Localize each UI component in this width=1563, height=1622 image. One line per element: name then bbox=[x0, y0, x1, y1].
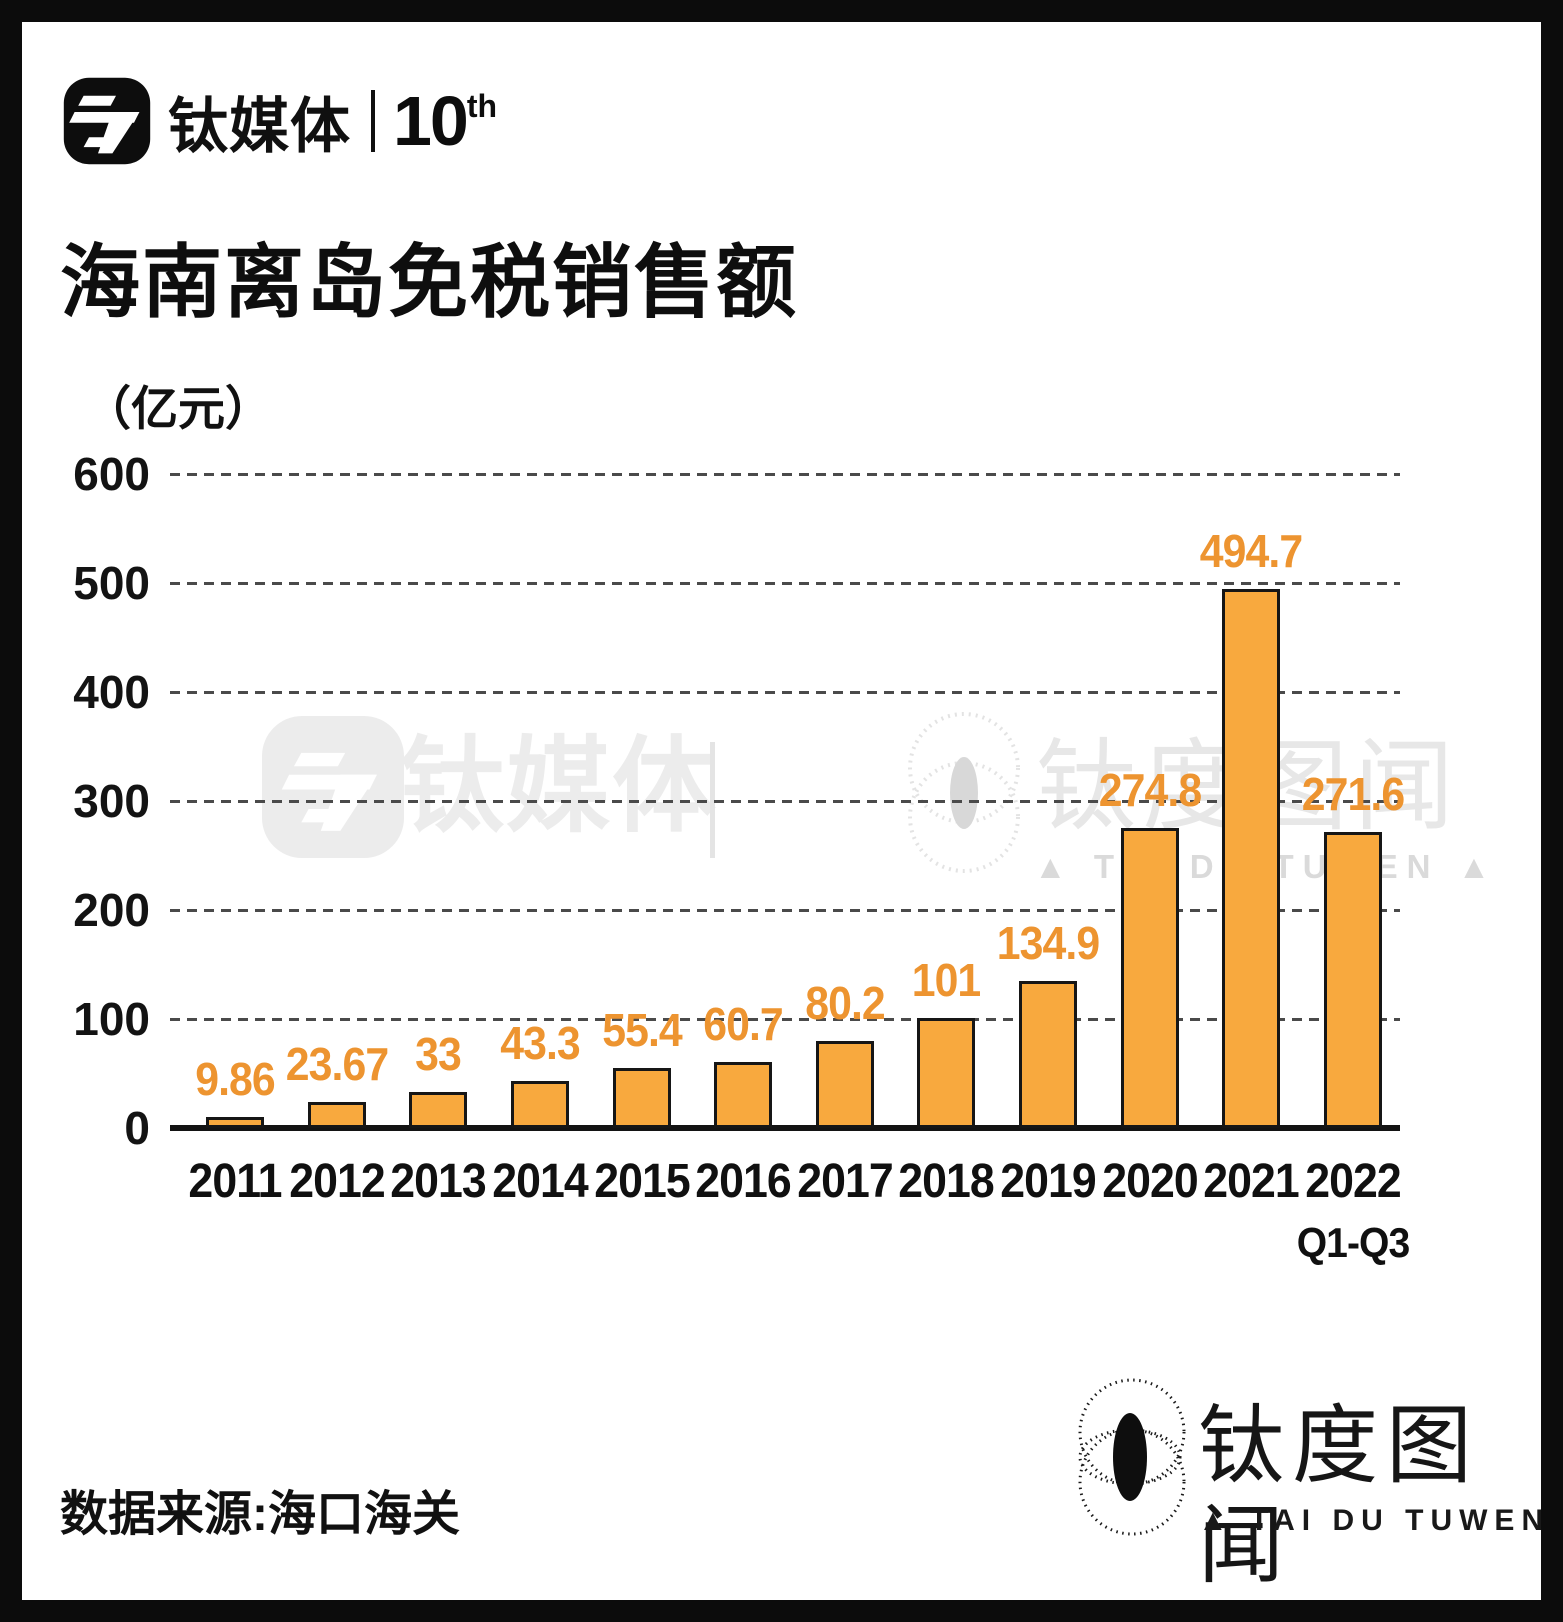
bar-2019 bbox=[1019, 980, 1078, 1128]
x-axis-line bbox=[170, 1125, 1400, 1131]
anniversary-badge: 10th bbox=[393, 81, 497, 161]
x-tick-label-2012: 2012 bbox=[288, 1155, 386, 1208]
bar-value-label-2022: 271.6 bbox=[1301, 767, 1405, 820]
bar-2017 bbox=[815, 1040, 874, 1128]
anniversary-suffix: th bbox=[466, 87, 498, 124]
y-tick-label-400: 400 bbox=[73, 666, 150, 718]
bar-2013 bbox=[409, 1092, 468, 1128]
bar-value-label-2012: 23.67 bbox=[285, 1038, 388, 1091]
bar-value-label-2015: 55.4 bbox=[601, 1003, 682, 1056]
gridline-300 bbox=[170, 800, 1400, 803]
bar-value-label-2014: 43.3 bbox=[500, 1016, 580, 1069]
watermark-tmtpost-logo-icon bbox=[262, 716, 404, 858]
gridline-100 bbox=[170, 1018, 1400, 1021]
y-tick-label-300: 300 bbox=[73, 775, 150, 827]
anniversary-number: 10 bbox=[393, 82, 469, 160]
taidutuwen-latin-text: ▲ TAI DU TUWEN ▲ bbox=[1198, 1504, 1541, 1537]
bar-2022 bbox=[1324, 831, 1383, 1128]
y-tick-label-600: 600 bbox=[73, 448, 150, 500]
y-tick-label-500: 500 bbox=[73, 557, 150, 609]
bar-2016 bbox=[714, 1061, 773, 1128]
bar-2014 bbox=[510, 1080, 569, 1128]
y-tick-label-0: 0 bbox=[124, 1102, 150, 1154]
bar-value-label-2013: 33 bbox=[415, 1028, 462, 1081]
gridline-200 bbox=[170, 909, 1400, 912]
y-axis-unit-label: （亿元） bbox=[84, 382, 272, 435]
x-tick-label-2022: 2022 bbox=[1305, 1155, 1402, 1208]
x-tick-label-2015: 2015 bbox=[593, 1155, 691, 1208]
y-tick-label-100: 100 bbox=[73, 993, 150, 1045]
watermark-eye-icon bbox=[908, 712, 1020, 873]
x-tick-label-2016: 2016 bbox=[695, 1155, 792, 1208]
gridline-500 bbox=[170, 582, 1400, 585]
bar-2018 bbox=[917, 1017, 976, 1128]
bar-value-label-2016: 60.7 bbox=[703, 997, 783, 1050]
brand-divider bbox=[371, 90, 375, 152]
bar-value-label-2018: 101 bbox=[912, 953, 982, 1006]
bar-2011 bbox=[206, 1117, 264, 1128]
bar-2021 bbox=[1222, 588, 1281, 1128]
bar-value-label-2021: 494.7 bbox=[1200, 524, 1303, 577]
x-tick-label-2011: 2011 bbox=[188, 1155, 282, 1208]
bar-value-label-2019: 134.9 bbox=[996, 916, 1100, 969]
bar-value-label-2017: 80.2 bbox=[805, 976, 885, 1029]
x-tick-label-2014: 2014 bbox=[492, 1155, 589, 1208]
x-tick-label-2013: 2013 bbox=[390, 1155, 487, 1208]
infographic-card: 钛媒体 10th 海南离岛免税销售额 （亿元） 钛媒体 bbox=[22, 22, 1541, 1600]
gridline-600 bbox=[170, 473, 1400, 476]
x-tick-label-2020: 2020 bbox=[1101, 1155, 1199, 1208]
x-tick-label-2019: 2019 bbox=[1000, 1155, 1097, 1208]
bar-2015 bbox=[612, 1067, 671, 1128]
tmtpost-brand-logo: 钛媒体 10th bbox=[62, 74, 497, 168]
bar-2020 bbox=[1120, 828, 1179, 1128]
x-tick-label-2017: 2017 bbox=[797, 1155, 894, 1208]
bar-value-label-2011: 9.86 bbox=[195, 1053, 275, 1106]
bar-value-label-2020: 274.8 bbox=[1098, 764, 1202, 817]
x-tick-sublabel-2022: Q1-Q3 bbox=[1296, 1219, 1411, 1266]
eye-logo-icon bbox=[1078, 1378, 1186, 1536]
bar-2012 bbox=[307, 1102, 366, 1128]
data-source-text: 数据来源:海口海关 bbox=[60, 1488, 460, 1541]
x-tick-label-2021: 2021 bbox=[1203, 1155, 1301, 1208]
gridline-400 bbox=[170, 691, 1400, 694]
y-tick-label-200: 200 bbox=[73, 884, 150, 936]
taidutuwen-brand-text: 钛度图闻 bbox=[1198, 1398, 1480, 1594]
tmtpost-logo-icon bbox=[63, 77, 151, 165]
x-tick-label-2018: 2018 bbox=[898, 1155, 996, 1208]
brand-name-text: 钛媒体 bbox=[168, 92, 351, 160]
watermark-brand-text: 钛媒体 bbox=[400, 729, 719, 845]
page-title: 海南离岛免税销售额 bbox=[60, 238, 798, 327]
